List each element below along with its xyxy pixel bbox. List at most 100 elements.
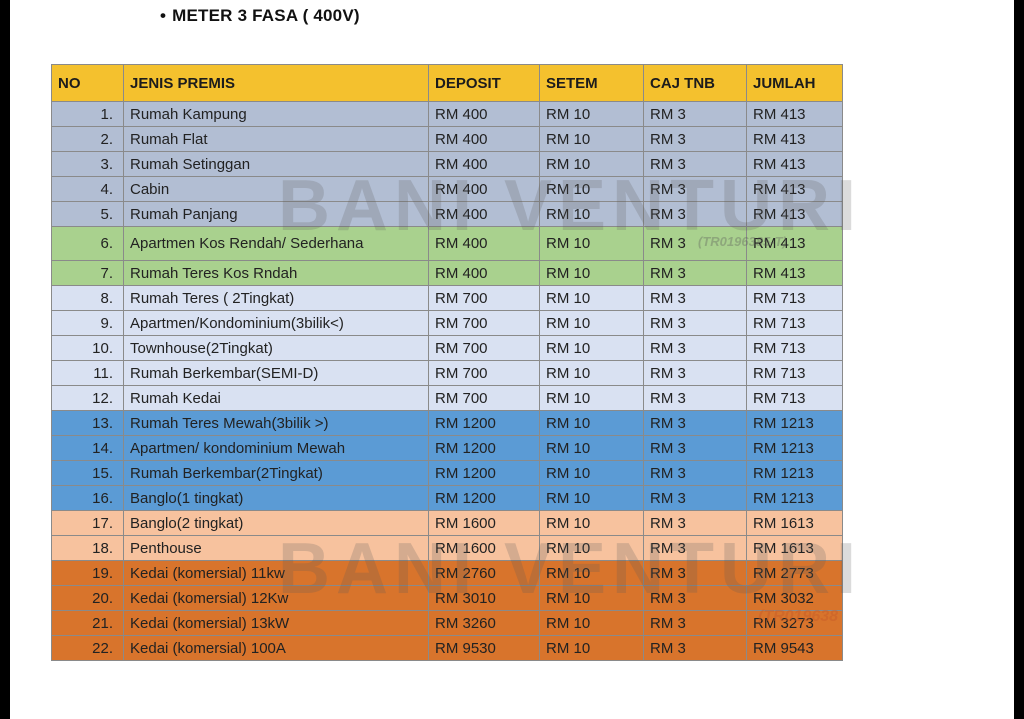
cell-jumlah: RM 413 [746,260,843,286]
table-row: 7. Rumah Teres Kos Rndah RM 400 RM 10 RM 3 RM… [51,260,843,286]
cell-no: 16. [51,485,124,511]
cell-caj-tnb: RM 3 [643,201,747,227]
header-setem: SETEM [539,64,644,102]
cell-no: 21. [51,610,124,636]
cell-caj-tnb: RM 3 [643,151,747,177]
cell-jumlah: RM 713 [746,310,843,336]
table-row: 9. Apartmen/Kondominium(3bilik<) RM 700 RM … [51,310,843,336]
cell-deposit: RM 1200 [428,485,540,511]
cell-setem: RM 10 [539,610,644,636]
cell-setem: RM 10 [539,485,644,511]
table-row: 22. Kedai (komersial) 100A RM 9530 RM 10 RM … [51,635,843,661]
cell-deposit: RM 700 [428,385,540,411]
cell-no: 3. [51,151,124,177]
table-row: 11. Rumah Berkembar(SEMI-D) RM 700 RM 10 RM … [51,360,843,386]
cell-deposit: RM 700 [428,335,540,361]
header-jenis-premis: JENIS PREMIS [123,64,429,102]
table-row: 21. Kedai (komersial) 13kW RM 3260 RM 10 RM … [51,610,843,636]
cell-jumlah: RM 413 [746,101,843,127]
cell-no: 19. [51,560,124,586]
cell-deposit: RM 700 [428,285,540,311]
table-row: 6. Apartmen Kos Rendah/ Sederhana RM 400 RM… [51,226,843,261]
cell-jenis-premis: Apartmen/Kondominium(3bilik<) [123,310,429,336]
cell-jenis-premis: Rumah Setinggan [123,151,429,177]
cell-jumlah: RM 1613 [746,510,843,536]
table-header-row: NO JENIS PREMIS DEPOSIT SETEM CAJ TNB JU… [51,64,843,102]
cell-setem: RM 10 [539,126,644,152]
cell-jenis-premis: Rumah Teres Mewah(3bilik >) [123,410,429,436]
cell-no: 20. [51,585,124,611]
cell-caj-tnb: RM 3 [643,560,747,586]
cell-no: 6. [51,226,124,261]
cell-setem: RM 10 [539,385,644,411]
cell-caj-tnb: RM 3 [643,385,747,411]
cell-jenis-premis: Banglo(2 tingkat) [123,510,429,536]
table-row: 18. Penthouse RM 1600 RM 10 RM 3 RM 1613 [51,535,843,561]
cell-caj-tnb: RM 3 [643,510,747,536]
cell-jenis-premis: Apartmen/ kondominium Mewah [123,435,429,461]
cell-deposit: RM 1600 [428,510,540,536]
cell-jumlah: RM 3273 [746,610,843,636]
cell-deposit: RM 400 [428,101,540,127]
cell-deposit: RM 3260 [428,610,540,636]
cell-no: 5. [51,201,124,227]
cell-deposit: RM 1600 [428,535,540,561]
cell-setem: RM 10 [539,101,644,127]
cell-caj-tnb: RM 3 [643,360,747,386]
cell-jenis-premis: Penthouse [123,535,429,561]
cell-jumlah: RM 2773 [746,560,843,586]
cell-deposit: RM 1200 [428,460,540,486]
cell-deposit: RM 400 [428,176,540,202]
cell-no: 12. [51,385,124,411]
cell-jumlah: RM 1613 [746,535,843,561]
cell-jumlah: RM 413 [746,126,843,152]
cell-setem: RM 10 [539,460,644,486]
cell-caj-tnb: RM 3 [643,535,747,561]
header-no: NO [51,64,124,102]
cell-setem: RM 10 [539,285,644,311]
cell-caj-tnb: RM 3 [643,460,747,486]
cell-setem: RM 10 [539,226,644,261]
table-row: 17. Banglo(2 tingkat) RM 1600 RM 10 RM 3 RM 1… [51,510,843,536]
cell-no: 11. [51,360,124,386]
table-row: 19. Kedai (komersial) 11kw RM 2760 RM 10 RM … [51,560,843,586]
cell-jenis-premis: Kedai (komersial) 13kW [123,610,429,636]
fee-table: NO JENIS PREMIS DEPOSIT SETEM CAJ TNB JU… [51,64,843,661]
table-row: 2. Rumah Flat RM 400 RM 10 RM 3 RM 413 [51,126,843,152]
table-row: 4. Cabin RM 400 RM 10 RM 3 RM 413 [51,176,843,202]
cell-jumlah: RM 413 [746,151,843,177]
header-caj-tnb: CAJ TNB [643,64,747,102]
cell-jenis-premis: Kedai (komersial) 11kw [123,560,429,586]
cell-jenis-premis: Apartmen Kos Rendah/ Sederhana [123,226,429,261]
cell-caj-tnb: RM 3 [643,176,747,202]
cell-jenis-premis: Banglo(1 tingkat) [123,485,429,511]
cell-caj-tnb: RM 3 [643,585,747,611]
cell-caj-tnb: RM 3 [643,101,747,127]
table-row: 5. Rumah Panjang RM 400 RM 10 RM 3 RM 413 [51,201,843,227]
table-row: 15. Rumah Berkembar(2Tingkat) RM 1200 RM 10… [51,460,843,486]
table-row: 1. Rumah Kampung RM 400 RM 10 RM 3 RM 413 [51,101,843,127]
table-row: 8. Rumah Teres ( 2Tingkat) RM 700 RM 10 RM 3… [51,285,843,311]
cell-jumlah: RM 1213 [746,485,843,511]
cell-jumlah: RM 713 [746,335,843,361]
cell-setem: RM 10 [539,535,644,561]
cell-no: 18. [51,535,124,561]
cell-jenis-premis: Townhouse(2Tingkat) [123,335,429,361]
cell-deposit: RM 400 [428,126,540,152]
cell-setem: RM 10 [539,260,644,286]
cell-deposit: RM 1200 [428,435,540,461]
cell-setem: RM 10 [539,176,644,202]
cell-caj-tnb: RM 3 [643,485,747,511]
table-row: 14. Apartmen/ kondominium Mewah RM 1200 RM … [51,435,843,461]
cell-jumlah: RM 1213 [746,460,843,486]
cell-setem: RM 10 [539,360,644,386]
cell-jenis-premis: Rumah Kedai [123,385,429,411]
cell-deposit: RM 9530 [428,635,540,661]
cell-jumlah: RM 713 [746,285,843,311]
cell-jenis-premis: Kedai (komersial) 12Kw [123,585,429,611]
cell-deposit: RM 400 [428,151,540,177]
cell-setem: RM 10 [539,201,644,227]
cell-jenis-premis: Cabin [123,176,429,202]
cell-deposit: RM 700 [428,360,540,386]
cell-deposit: RM 400 [428,201,540,227]
